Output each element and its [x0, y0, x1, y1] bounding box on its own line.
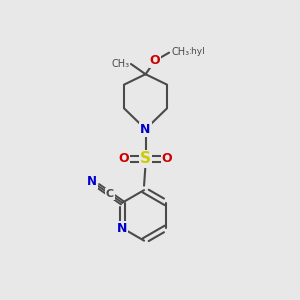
Text: O: O [150, 54, 160, 67]
Text: N: N [87, 175, 97, 188]
Text: O: O [162, 152, 172, 165]
Text: N: N [140, 123, 151, 136]
Text: C: C [106, 189, 114, 199]
Text: methyl: methyl [173, 47, 205, 56]
Text: CH₃: CH₃ [172, 47, 190, 57]
Text: N: N [117, 221, 128, 235]
Text: O: O [119, 152, 130, 165]
Text: S: S [140, 152, 151, 166]
Text: CH₃: CH₃ [111, 59, 129, 69]
